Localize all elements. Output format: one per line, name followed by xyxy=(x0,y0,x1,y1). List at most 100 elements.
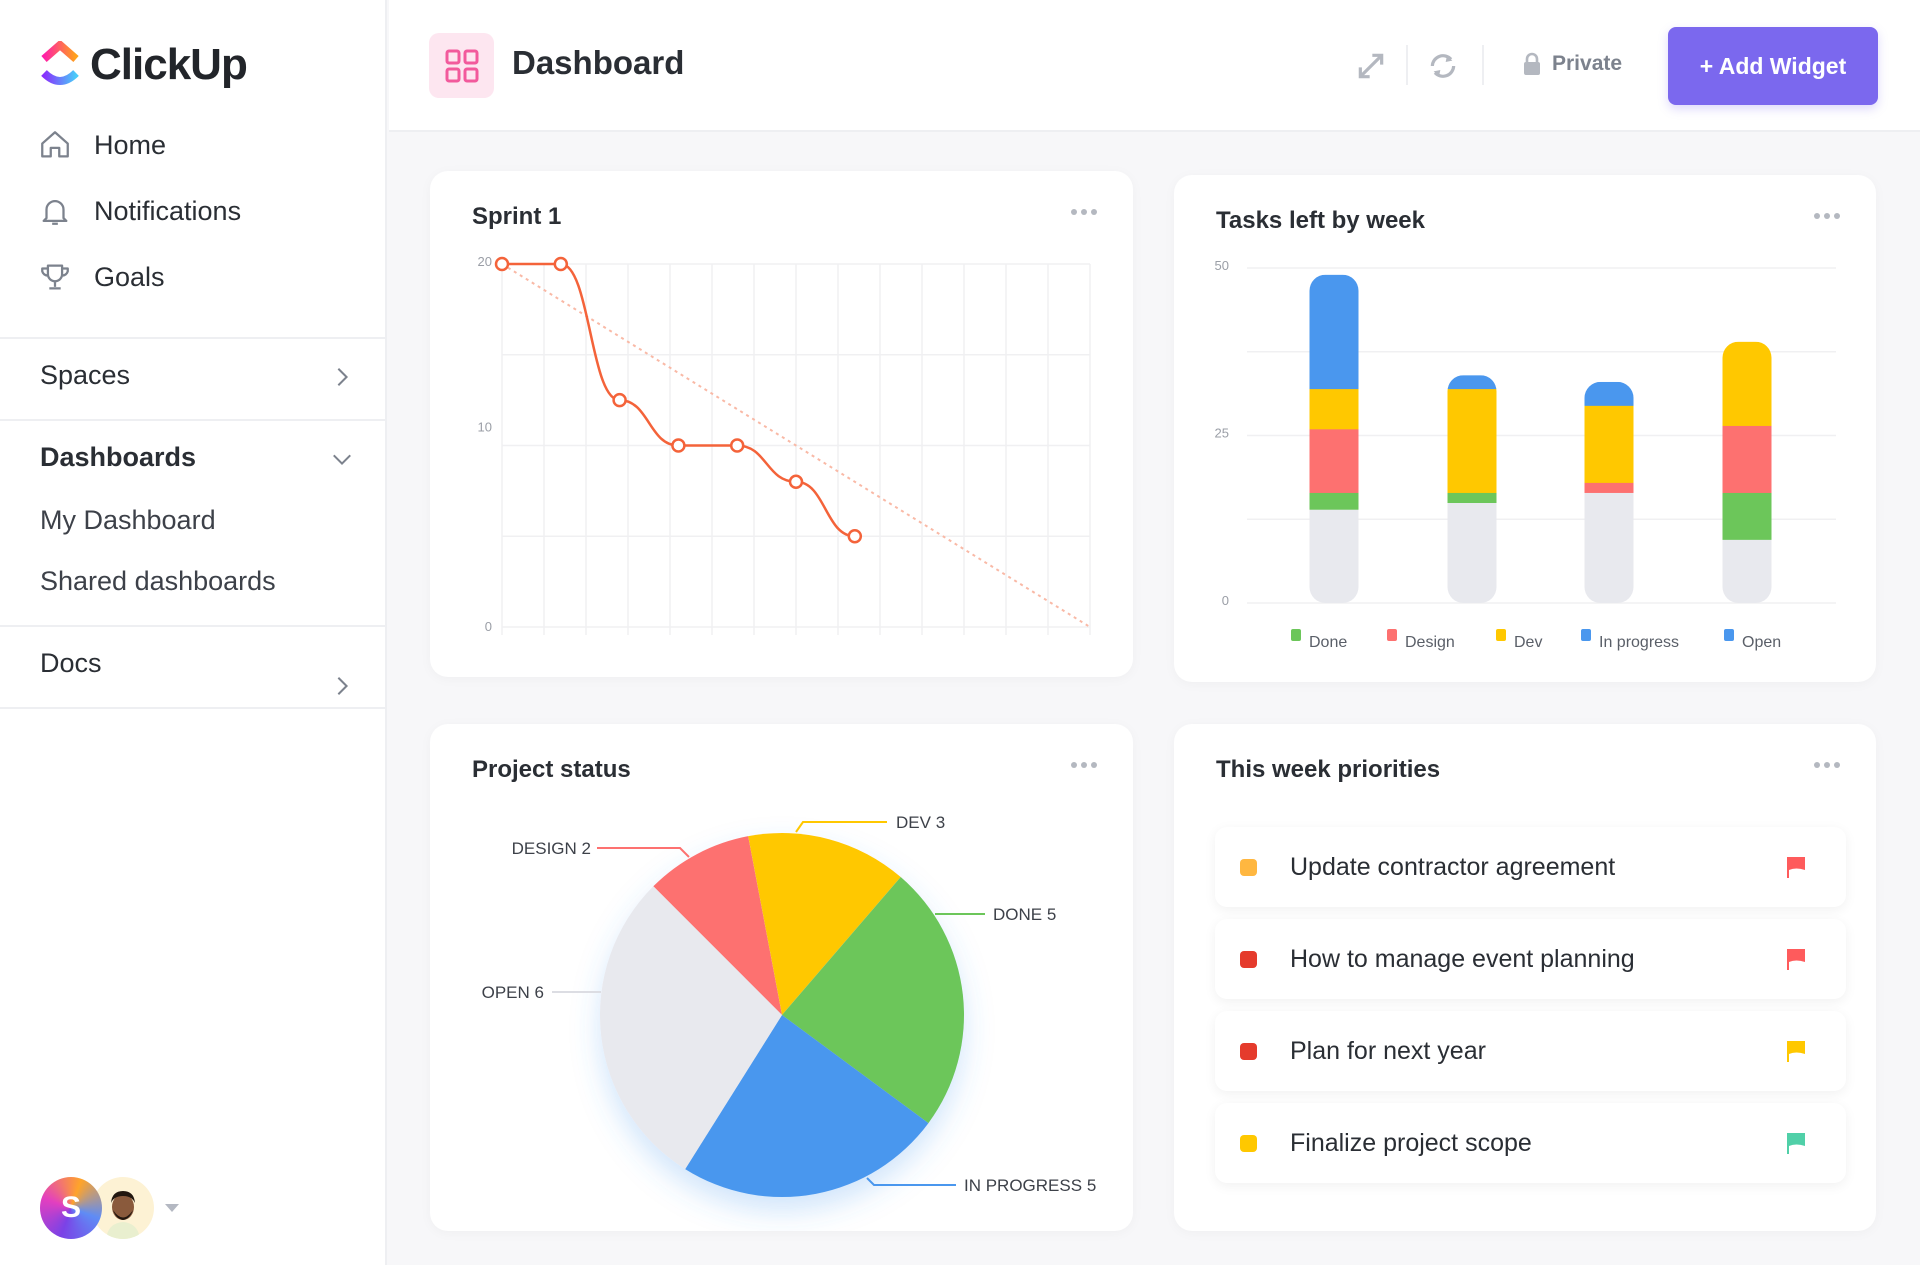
caret-down-icon[interactable] xyxy=(164,1203,180,1213)
stacked-bar xyxy=(1722,341,1772,603)
priority-flag-icon[interactable] xyxy=(1784,1039,1808,1063)
priority-label: Plan for next year xyxy=(1290,1036,1486,1065)
sidebar-item-spaces[interactable]: Spaces xyxy=(40,360,360,391)
legend-label: In progress xyxy=(1599,634,1679,651)
widget-title: Tasks left by week xyxy=(1216,207,1425,234)
data-point xyxy=(847,529,863,544)
pie-slice-open[interactable] xyxy=(600,886,782,1170)
bar-segment-open xyxy=(1447,502,1497,603)
bar-segment-design xyxy=(1722,425,1772,493)
divider xyxy=(1482,45,1484,85)
widget-priorities: This week priorities Update contractor a… xyxy=(1174,724,1876,1231)
avatar-user[interactable] xyxy=(92,1177,154,1239)
sidebar-item-docs[interactable]: Docs xyxy=(40,648,102,679)
bell-icon xyxy=(42,200,68,225)
slice-label-value: 6 xyxy=(535,983,544,1002)
divider xyxy=(0,419,387,421)
expand-icon[interactable] xyxy=(1355,50,1387,82)
bar-segment-done xyxy=(1309,492,1359,510)
sidebar-item-my-dashboard[interactable]: My Dashboard xyxy=(40,505,216,536)
divider xyxy=(0,707,387,709)
legend-item[interactable]: Open xyxy=(1724,629,1781,651)
legend-item[interactable]: Design xyxy=(1387,629,1455,651)
more-options-icon[interactable] xyxy=(1071,762,1097,768)
stacked-bar xyxy=(1447,375,1497,603)
y-tick-label: 0 xyxy=(1222,593,1229,608)
priority-item[interactable]: Finalize project scope xyxy=(1215,1103,1846,1183)
pie-slice-in-progress[interactable] xyxy=(685,1015,929,1197)
header: Dashboard Private + Add Widget xyxy=(389,0,1920,132)
lock-icon xyxy=(1524,52,1540,75)
legend-item[interactable]: Done xyxy=(1291,629,1347,651)
bar-segment-design xyxy=(1584,482,1634,493)
avatar-workspace[interactable]: S xyxy=(40,1177,102,1239)
slice-label-value: 2 xyxy=(582,839,591,858)
add-widget-button[interactable]: + Add Widget xyxy=(1668,27,1878,105)
bar-segment-done xyxy=(1722,492,1772,540)
priority-flag-icon[interactable] xyxy=(1784,855,1808,879)
data-point xyxy=(671,438,686,453)
sidebar-item-shared-dashboards[interactable]: Shared dashboards xyxy=(40,566,276,597)
sidebar-item-notifications[interactable]: Notifications xyxy=(38,194,241,228)
shared-dashboards-label: Shared dashboards xyxy=(40,566,276,596)
slice-label: IN PROGRESS 5 xyxy=(964,1176,1096,1195)
pie-slice-done[interactable] xyxy=(782,877,964,1124)
leader-line xyxy=(795,821,887,833)
chevron-down-icon[interactable] xyxy=(331,448,353,470)
slice-label: DONE 5 xyxy=(993,905,1056,924)
priority-flag-icon[interactable] xyxy=(1784,947,1808,971)
widget-tasks-left: Tasks left by week 0 25 50 Done Design Dev In … xyxy=(1174,175,1876,682)
burndown-line xyxy=(502,262,855,538)
more-options-icon[interactable] xyxy=(1814,213,1840,219)
more-options-icon[interactable] xyxy=(1814,762,1840,768)
sidebar-item-goals[interactable]: Goals xyxy=(38,260,165,294)
divider xyxy=(0,337,387,339)
widget-title: This week priorities xyxy=(1216,756,1441,783)
slice-label-value: 5 xyxy=(1047,905,1056,924)
legend-item[interactable]: Dev xyxy=(1496,629,1542,651)
more-options-icon[interactable] xyxy=(1071,209,1097,215)
refresh-icon[interactable] xyxy=(1427,50,1459,82)
pie-slice-design[interactable] xyxy=(653,836,782,1015)
bar-segment-open xyxy=(1309,509,1359,603)
legend-label: Done xyxy=(1309,634,1347,651)
chevron-right-icon[interactable] xyxy=(331,675,353,697)
bar-segment-dev xyxy=(1584,405,1634,483)
legend-item[interactable]: In progress xyxy=(1581,629,1679,651)
priority-item[interactable]: Update contractor agreement xyxy=(1215,827,1846,907)
widget-title: Project status xyxy=(472,756,631,783)
sidebar-item-home[interactable]: Home xyxy=(38,128,166,162)
sidebar-item-dashboards[interactable]: Dashboards xyxy=(40,442,196,473)
privacy-toggle[interactable]: Private xyxy=(1522,52,1622,76)
bar-segment-in-progress xyxy=(1309,274,1359,390)
chevron-right-icon[interactable] xyxy=(331,366,353,388)
bar-segment-done xyxy=(1447,492,1497,503)
legend-swatch xyxy=(1291,629,1301,641)
bar-segment-dev xyxy=(1447,388,1497,493)
slice-label-name: OPEN xyxy=(482,983,530,1002)
dashboards-label: Dashboards xyxy=(40,442,197,472)
bar-segment-in-progress xyxy=(1584,381,1634,406)
user-menu[interactable]: S xyxy=(40,1177,180,1239)
privacy-label: Private xyxy=(1552,52,1623,75)
legend-swatch xyxy=(1724,629,1734,641)
pie-slice-dev[interactable] xyxy=(748,833,901,1015)
bar-segment-dev xyxy=(1309,388,1359,430)
slice-label: OPEN 6 xyxy=(482,983,544,1002)
priority-item[interactable]: Plan for next year xyxy=(1215,1011,1846,1091)
bar-segment-in-progress xyxy=(1447,375,1497,390)
priority-flag-icon[interactable] xyxy=(1784,1131,1808,1155)
status-indicator xyxy=(1240,1042,1257,1060)
slice-label: DEV 3 xyxy=(896,813,945,832)
widget-title: Sprint 1 xyxy=(472,203,562,230)
legend-label: Dev xyxy=(1514,634,1542,651)
priority-item[interactable]: How to manage event planning xyxy=(1215,919,1846,999)
divider xyxy=(0,625,387,627)
ideal-burndown-line xyxy=(501,263,1091,628)
my-dashboard-label: My Dashboard xyxy=(40,505,216,535)
spaces-label: Spaces xyxy=(40,360,131,390)
clickup-logo[interactable]: ClickUp xyxy=(40,40,248,90)
legend-label: Design xyxy=(1405,634,1455,651)
stacked-bar xyxy=(1309,274,1359,603)
